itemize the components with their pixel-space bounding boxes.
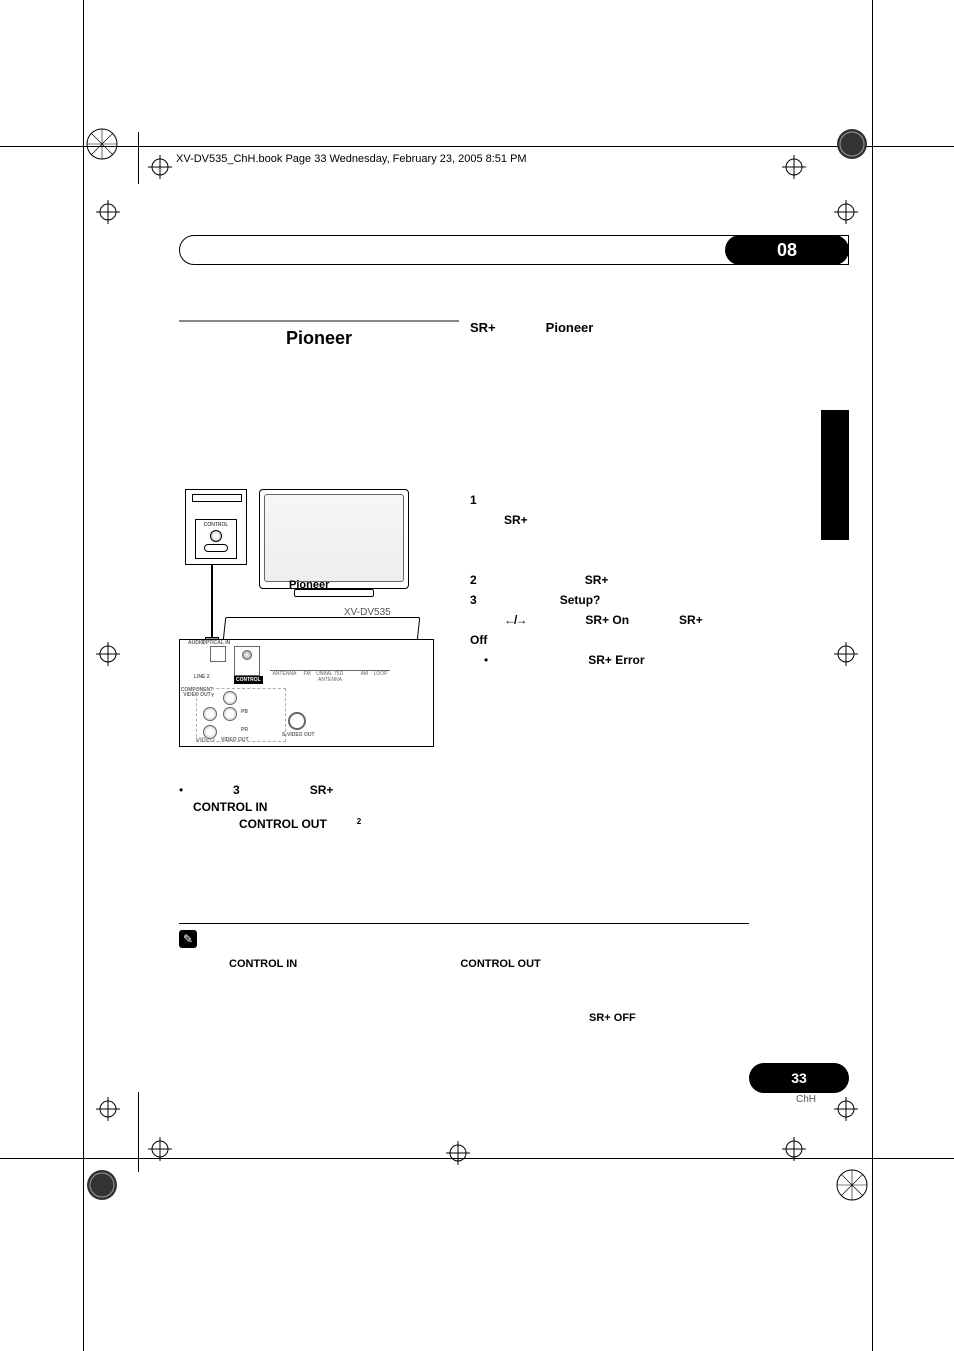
audio-label: AUDIO <box>188 640 204 646</box>
am-label: AM <box>361 671 369 677</box>
tv-slot <box>192 494 242 502</box>
right-column: SR+ Pioneer 1 SR+ 2 SR+ 3 Setup? ←/→ SR+… <box>470 320 770 673</box>
antenna-label: ANTENNA <box>272 671 296 677</box>
tv-control-panel: CONTROL <box>195 519 237 559</box>
control-out-label: CONTROL OUT <box>239 817 327 831</box>
left-heading: Pioneer <box>286 328 352 348</box>
video-jack-icon <box>223 707 237 721</box>
footnotes: CONTROL IN CONTROL OUT SR+ OFF <box>179 958 749 1038</box>
left-note: • 3 SR+ CONTROL IN CONTROL OUT 2 <box>179 783 459 831</box>
rear-panel: OPTICAL IN AUDIO LINE 2 CONTROL ANTENNA … <box>179 639 434 747</box>
pr-jack-icon <box>203 725 217 739</box>
off-label: Off <box>470 633 487 647</box>
svideo-out-label: S-VIDEO OUT <box>282 732 315 738</box>
control-tag: CONTROL <box>234 676 263 684</box>
step-1-num: 1 <box>470 493 477 507</box>
receiver-top <box>223 617 421 641</box>
note-3: 3 <box>233 783 240 797</box>
control-in-label: CONTROL IN <box>193 800 267 814</box>
y-jack-icon <box>223 691 237 705</box>
fn-control-out: CONTROL OUT <box>460 958 540 970</box>
connection-diagram: CONTROL Pioneer XV-DV535 OPTICAL IN AUDI… <box>179 489 439 769</box>
crosshair-icon <box>782 1137 806 1161</box>
crosshair-icon <box>96 200 120 224</box>
antenna-row: ANTENNA FM UNBAL 75Ω AM LOOP ANTENNA <box>270 670 390 682</box>
bullet-icon: • <box>179 783 193 797</box>
crosshair-icon <box>834 200 858 224</box>
language-code: ChH <box>796 1094 816 1105</box>
registration-wheel-icon <box>836 1169 868 1201</box>
fm-label: FM <box>304 671 311 677</box>
control-jack-dot-icon <box>242 650 252 660</box>
step2-sr: SR+ <box>585 573 609 587</box>
arrow-icon: ←/→ <box>504 613 525 627</box>
control-jack-icon <box>210 530 222 542</box>
pb-label: PB <box>241 709 248 715</box>
sr-on-label: SR+ On <box>585 613 629 627</box>
step3-setup: Setup? <box>560 593 601 607</box>
crosshair-icon <box>446 1141 470 1165</box>
crosshair-icon <box>96 1097 120 1121</box>
crosshair-icon <box>782 155 806 179</box>
heading-rule <box>179 320 459 322</box>
note-sr: SR+ <box>310 783 334 797</box>
crosshair-icon <box>148 1137 172 1161</box>
tv-control-label: CONTROL <box>196 522 236 528</box>
guide-vline <box>138 1092 139 1172</box>
cable-icon <box>211 565 213 643</box>
page-number: 33 <box>791 1070 807 1086</box>
registration-wheel-icon <box>86 1169 118 1201</box>
y-label: Y <box>211 693 214 699</box>
page-number-pill: 33 <box>749 1063 849 1093</box>
chapter-number-pill: 08 <box>725 235 849 265</box>
control-jack2-icon <box>204 544 228 552</box>
sr-right-label: SR+ <box>679 613 703 627</box>
chapter-number: 08 <box>777 240 797 261</box>
registration-wheel-icon <box>836 128 868 160</box>
guide-vline <box>872 0 873 1351</box>
guide-vline <box>83 0 84 1351</box>
crosshair-icon <box>148 155 172 179</box>
sr-error-label: SR+ Error <box>588 653 644 667</box>
crosshair-icon <box>834 1097 858 1121</box>
guide-hline <box>0 1158 954 1159</box>
step-2-num: 2 <box>470 573 477 587</box>
line2-label: LINE 2 <box>194 674 210 680</box>
guide-vline <box>138 132 139 184</box>
note-icon: ✎ <box>179 930 197 948</box>
crosshair-icon <box>96 642 120 666</box>
video-out-group: Y PB PR VIDEO OUT <box>196 688 286 742</box>
guide-hline <box>0 146 954 147</box>
video-out-label: VIDEO OUT <box>221 737 249 743</box>
fn-control-in: CONTROL IN <box>229 958 297 970</box>
step-3-num: 3 <box>470 593 477 607</box>
pb-jack-icon <box>203 707 217 721</box>
optical-jack-icon <box>210 646 226 662</box>
pr-label: PR <box>241 727 248 733</box>
book-header: XV-DV535_ChH.book Page 33 Wednesday, Feb… <box>176 153 527 165</box>
side-tab <box>821 410 849 540</box>
right-sr-heading: SR+ <box>470 320 496 335</box>
footnote-sup-2: 2 <box>357 817 361 831</box>
crosshair-icon <box>834 642 858 666</box>
diagram-brand-label: Pioneer <box>289 579 329 591</box>
fn-sr-off: SR+ OFF <box>589 1012 636 1024</box>
step1-sr: SR+ <box>504 513 528 527</box>
footnote-rule <box>179 923 749 924</box>
book-header-text: XV-DV535_ChH.book Page 33 Wednesday, Feb… <box>176 153 527 165</box>
right-pioneer-heading: Pioneer <box>546 320 594 335</box>
video-block-label: VIDEO <box>196 738 215 744</box>
manual-page: XV-DV535_ChH.book Page 33 Wednesday, Feb… <box>0 0 954 1351</box>
svideo-jack-icon <box>288 712 306 730</box>
tv-screen-inner <box>264 494 404 582</box>
sub-bullet-icon: • <box>484 653 488 667</box>
registration-wheel-icon <box>86 128 118 160</box>
control-jack-box <box>234 646 260 676</box>
left-column: Pioneer CONTROL Pioneer XV-DV535 OPTICAL… <box>179 320 459 834</box>
